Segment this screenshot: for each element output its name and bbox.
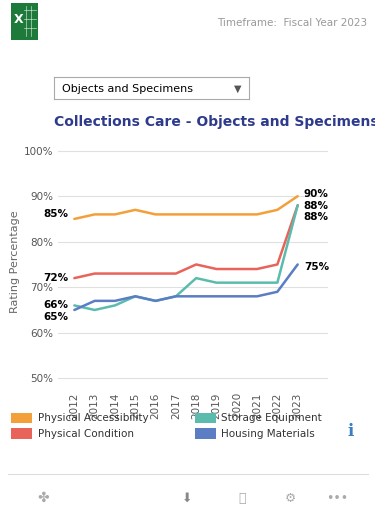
Text: X: X	[14, 13, 23, 26]
Text: 65%: 65%	[43, 312, 68, 322]
Text: Timeframe:  Fiscal Year 2023: Timeframe: Fiscal Year 2023	[217, 18, 368, 28]
Text: 88%: 88%	[304, 201, 329, 211]
Text: Objects and Specimens: Objects and Specimens	[62, 84, 193, 94]
Text: 88%: 88%	[304, 212, 329, 222]
Text: ℹ: ℹ	[347, 422, 354, 440]
Text: Collections Care - Objects and Specimens: Collections Care - Objects and Specimens	[54, 115, 375, 129]
Text: Housing Materials: Housing Materials	[221, 429, 315, 438]
Text: 85%: 85%	[43, 209, 68, 219]
Text: Storage Equipment: Storage Equipment	[221, 413, 322, 423]
Text: 90%: 90%	[304, 189, 328, 199]
Text: •••: •••	[326, 492, 349, 504]
Text: ⬇: ⬇	[182, 492, 193, 504]
Text: ⬛: ⬛	[238, 492, 246, 504]
Text: 75%: 75%	[304, 262, 329, 272]
Text: 66%: 66%	[43, 300, 68, 310]
Y-axis label: Rating Percentage: Rating Percentage	[10, 211, 20, 314]
Text: ✤: ✤	[37, 491, 49, 505]
Text: ⚙: ⚙	[285, 492, 296, 504]
Text: ▼: ▼	[234, 84, 242, 94]
Text: Physical Accessibility: Physical Accessibility	[38, 413, 148, 423]
Text: 72%: 72%	[43, 273, 68, 283]
Text: Physical Condition: Physical Condition	[38, 429, 134, 438]
